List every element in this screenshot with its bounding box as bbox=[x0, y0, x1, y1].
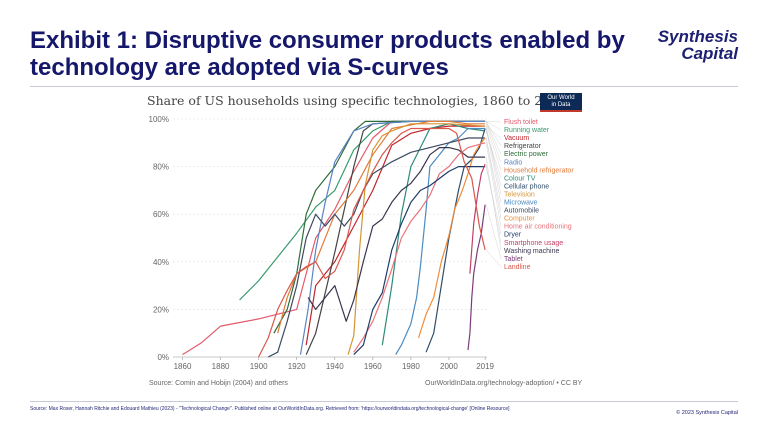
series-line-vacuum bbox=[305, 125, 486, 346]
y-tick-label: 40% bbox=[153, 258, 169, 267]
y-tick-label: 0% bbox=[157, 353, 169, 362]
x-tick-label: 1860 bbox=[174, 362, 192, 371]
badge-line-2: in Data bbox=[551, 102, 571, 108]
legend-label: Cellular phone bbox=[504, 183, 549, 190]
x-tick-label: 1900 bbox=[250, 362, 268, 371]
legend-connector bbox=[485, 137, 502, 211]
legend-connector bbox=[485, 128, 502, 203]
series-line-electric-power bbox=[273, 120, 486, 334]
legend-connector bbox=[486, 121, 502, 123]
logo-line-2: Capital bbox=[681, 44, 738, 63]
logo-line-1: Synthesis bbox=[657, 27, 738, 46]
footer-copyright: © 2023 Synthesis Capital bbox=[676, 410, 738, 416]
x-tick-label: 2000 bbox=[440, 362, 458, 371]
y-tick-label: 60% bbox=[153, 210, 169, 219]
series-line-tablet bbox=[467, 204, 486, 350]
y-tick-label: 20% bbox=[153, 305, 169, 314]
legend-label: Television bbox=[504, 191, 535, 198]
x-tick-label: 1960 bbox=[364, 362, 382, 371]
slide-title: Exhibit 1: Disruptive consumer products … bbox=[30, 27, 625, 81]
legend-label: Landline bbox=[504, 264, 531, 271]
series-line-flush-toilet bbox=[182, 120, 486, 356]
legend-label: Colour TV bbox=[504, 175, 536, 182]
legend-label: Automobile bbox=[504, 208, 539, 215]
legend-connector bbox=[485, 249, 502, 268]
legend-label: Electric power bbox=[504, 151, 549, 158]
legend-label: Household refrigerator bbox=[504, 167, 574, 174]
chart-source: Source: Comin and Hobijn (2004) and othe… bbox=[149, 380, 288, 387]
badge-line-1: Our World bbox=[547, 95, 575, 101]
x-tick-label: 2019 bbox=[476, 362, 494, 371]
legend-label: Refrigerator bbox=[504, 143, 542, 150]
series-line-smartphone-usage bbox=[469, 163, 486, 274]
legend-label: Running water bbox=[504, 127, 550, 134]
legend-connector bbox=[485, 138, 502, 219]
legend-label: Radio bbox=[504, 159, 522, 166]
x-tick-label: 1920 bbox=[288, 362, 306, 371]
series-line-home-air-conditioning bbox=[353, 142, 486, 353]
our-world-in-data-badge[interactable]: Our World in Data bbox=[540, 93, 582, 112]
legend-connector bbox=[485, 126, 502, 195]
footer-divider bbox=[30, 401, 738, 402]
y-tick-label: 100% bbox=[149, 115, 169, 124]
series-line-computer bbox=[417, 137, 486, 339]
legend-label: Dryer bbox=[504, 232, 522, 239]
legend-label: Tablet bbox=[504, 256, 523, 263]
legend-label: Computer bbox=[504, 216, 535, 223]
y-tick-label: 80% bbox=[153, 163, 169, 172]
legend-connector bbox=[485, 123, 502, 171]
chart-title: Share of US households using specific te… bbox=[147, 93, 567, 108]
legend-connector bbox=[485, 142, 502, 227]
legend-connector bbox=[485, 157, 502, 251]
series-line-cellular-phone bbox=[425, 128, 486, 353]
x-tick-label: 1880 bbox=[212, 362, 230, 371]
title-divider bbox=[30, 86, 738, 87]
series-line-television bbox=[347, 123, 486, 355]
series-line-colour-tv bbox=[381, 123, 486, 346]
series-line-automobile bbox=[267, 137, 486, 358]
legend-label: Home air conditioning bbox=[504, 224, 572, 231]
series-line-radio bbox=[299, 120, 486, 355]
legend-connector bbox=[485, 121, 502, 155]
series-line-microwave bbox=[395, 127, 486, 355]
series-line-washing-machine bbox=[307, 147, 486, 322]
legend-connector bbox=[485, 121, 502, 163]
x-tick-label: 1980 bbox=[402, 362, 420, 371]
series-line-dryer bbox=[353, 166, 486, 356]
footer-source: Source: Max Roser, Hannah Ritchie and Ed… bbox=[30, 406, 510, 412]
legend-connector bbox=[485, 204, 502, 259]
x-tick-label: 1940 bbox=[326, 362, 344, 371]
legend-label: Washing machine bbox=[504, 248, 559, 255]
legend-label: Vacuum bbox=[504, 135, 529, 142]
legend-label: Microwave bbox=[504, 200, 538, 207]
series-line-landline bbox=[258, 127, 486, 358]
legend-connector bbox=[485, 121, 502, 147]
legend-label: Smartphone usage bbox=[504, 240, 563, 247]
synthesis-capital-logo: Synthesis Capital bbox=[628, 28, 738, 62]
legend-label: Flush toilet bbox=[504, 119, 538, 126]
chart-credit-link[interactable]: OurWorldInData.org/technology-adoption/ … bbox=[425, 380, 583, 387]
legend-connector bbox=[485, 121, 502, 131]
